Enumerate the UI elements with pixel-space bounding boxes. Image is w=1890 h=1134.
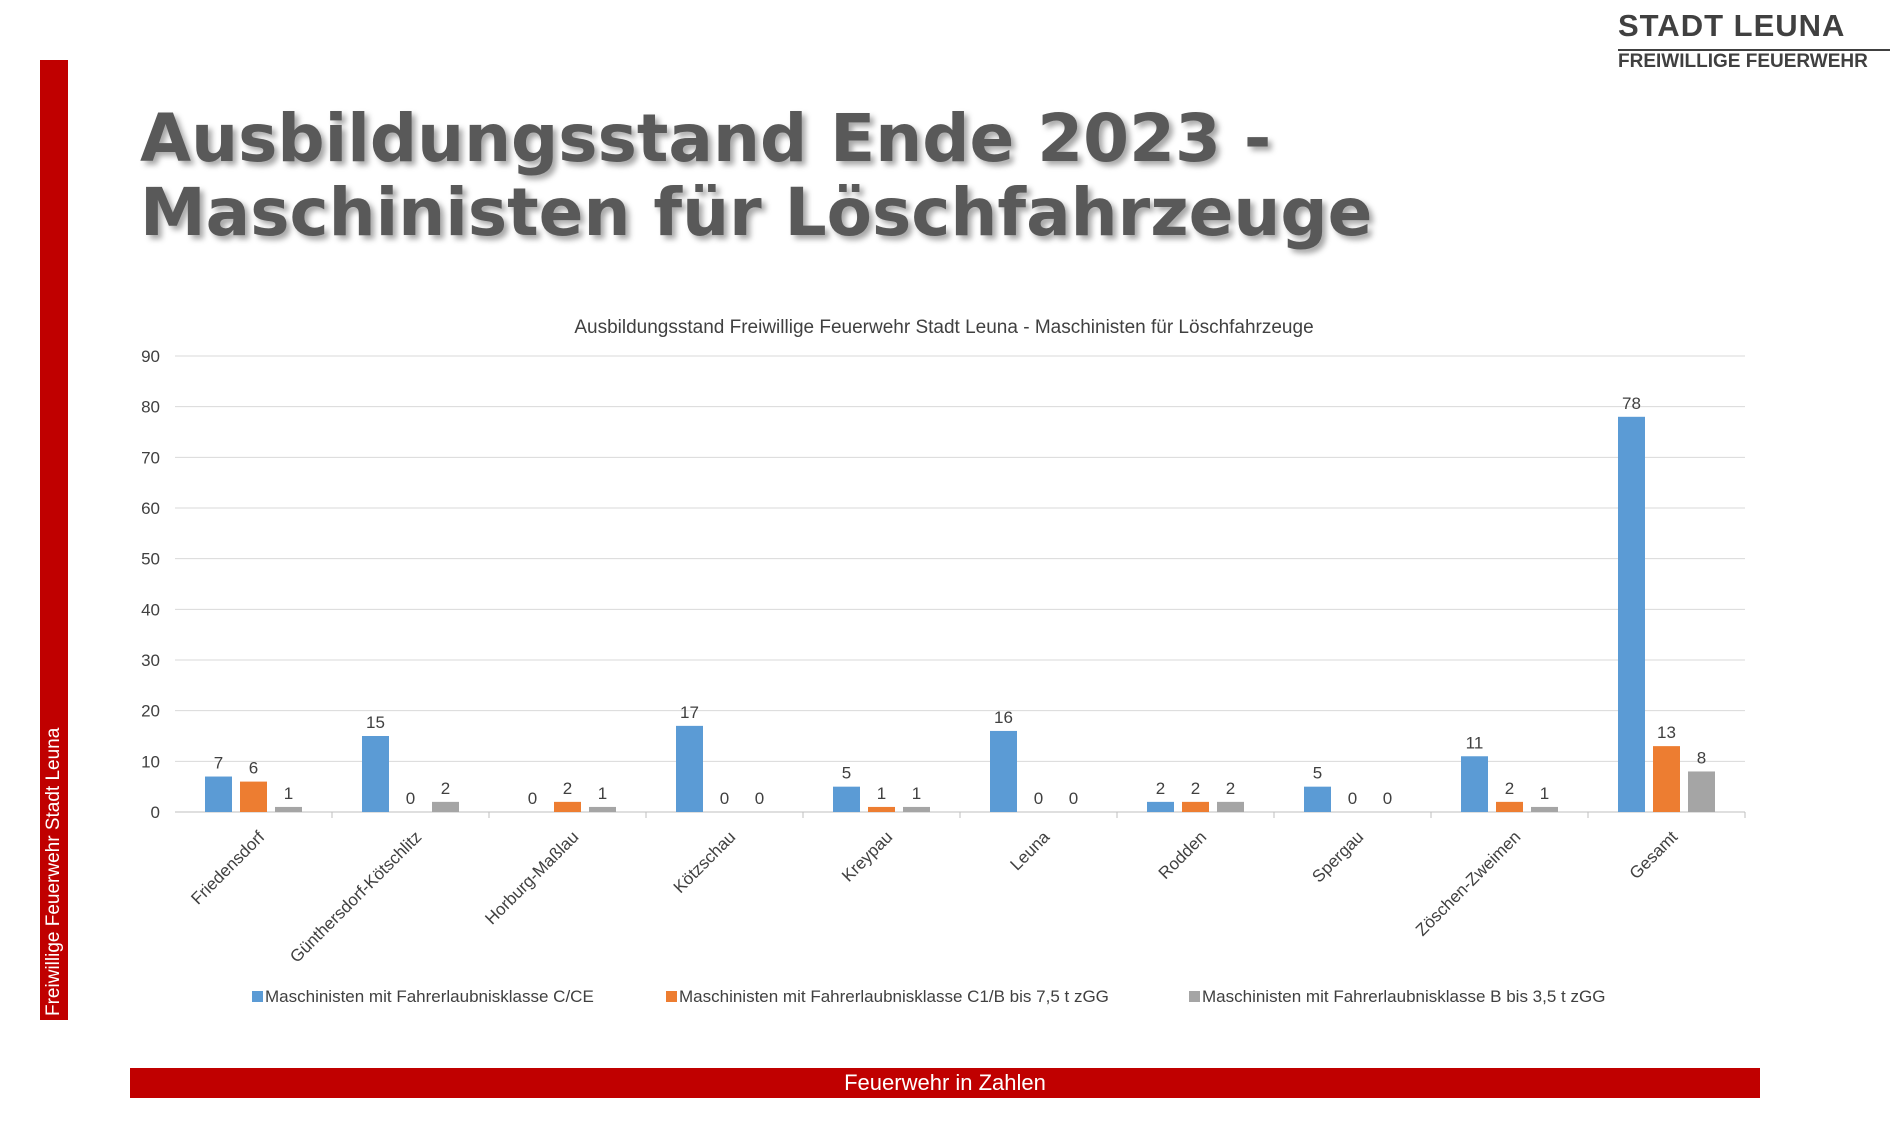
legend-swatch: [252, 991, 263, 1002]
legend-label: Maschinisten mit Fahrerlaubnisklasse C/C…: [265, 987, 594, 1006]
bar: [1688, 771, 1715, 812]
legend-label: Maschinisten mit Fahrerlaubnisklasse B b…: [1202, 987, 1605, 1006]
data-label: 1: [1540, 784, 1549, 803]
x-tick-label: Kötzschau: [670, 827, 740, 897]
y-tick-label: 10: [141, 752, 160, 771]
bar: [1531, 806, 1558, 812]
x-tick-label: Günthersdorf-Kötschlitz: [286, 827, 425, 966]
bar: [589, 806, 616, 812]
x-tick-label: Rodden: [1155, 827, 1211, 883]
bar: [1182, 801, 1209, 812]
y-tick-label: 40: [141, 600, 160, 619]
data-label: 1: [912, 784, 921, 803]
data-label: 78: [1622, 394, 1641, 413]
brand-divider: [1618, 49, 1890, 51]
bar: [1304, 786, 1331, 812]
bar: [1461, 756, 1488, 812]
legend-swatch: [666, 991, 677, 1002]
bar-chart: Ausbildungsstand Freiwillige Feuerwehr S…: [141, 317, 1746, 1006]
data-label: 2: [441, 779, 450, 798]
bar: [275, 806, 302, 812]
bar: [1147, 801, 1174, 812]
data-label: 11: [1466, 733, 1484, 752]
data-label: 2: [563, 779, 572, 798]
data-label: 0: [528, 789, 537, 808]
data-label: 2: [1156, 779, 1165, 798]
data-label: 0: [406, 789, 415, 808]
data-label: 16: [994, 708, 1013, 727]
page-title-line-2: Maschinisten für Löschfahrzeuge: [140, 174, 1373, 251]
bar: [676, 725, 703, 812]
bar: [362, 736, 389, 812]
x-tick-label: Horburg-Maßlau: [481, 827, 582, 928]
legend-swatch: [1189, 991, 1200, 1002]
data-label: 17: [680, 703, 699, 722]
data-label: 1: [598, 784, 607, 803]
legend: Maschinisten mit Fahrerlaubnisklasse C/C…: [252, 987, 1605, 1006]
x-tick-label: Kreypau: [838, 827, 896, 885]
y-tick-label: 0: [151, 803, 160, 822]
x-axis-ticks: Friedensdorf Günthersdorf-Kötschlitz Horbu…: [187, 812, 1746, 966]
bar: [868, 806, 895, 812]
brand-subtitle: FREIWILLIGE FEUERWEHR: [1618, 51, 1868, 72]
y-tick-label: 20: [141, 702, 160, 721]
x-tick-label: Zöschen-Zweimen: [1412, 827, 1524, 939]
data-label: 2: [1191, 779, 1200, 798]
data-label: 2: [1505, 779, 1514, 798]
data-label: 5: [842, 764, 851, 783]
data-label: 0: [720, 789, 729, 808]
bar: [1217, 801, 1244, 812]
y-tick-label: 60: [141, 499, 160, 518]
page-title-line-1: Ausbildungsstand Ende 2023 -: [140, 100, 1272, 177]
bar: [1496, 801, 1523, 812]
bar: [1618, 416, 1645, 812]
brand-title: STADT LEUNA: [1618, 8, 1846, 43]
data-label: 0: [1034, 789, 1043, 808]
data-label: 0: [1348, 789, 1357, 808]
data-label: 0: [1383, 789, 1392, 808]
y-tick-label: 50: [141, 550, 160, 569]
x-tick-label: Spergau: [1308, 827, 1367, 886]
data-label: 7: [214, 754, 223, 773]
y-tick-label: 90: [141, 347, 160, 366]
x-tick-label: Leuna: [1006, 827, 1053, 874]
data-label: 15: [366, 713, 385, 732]
y-axis-ticks: 0 10 20 30 40 50 60 70 80 90: [141, 347, 160, 822]
grid-lines: [175, 355, 1745, 813]
bar: [432, 801, 459, 812]
bar: [205, 776, 232, 812]
y-tick-label: 70: [141, 448, 160, 467]
bars: [205, 416, 1715, 812]
y-tick-label: 30: [141, 651, 160, 670]
footer-banner: Feuerwehr in Zahlen: [130, 1068, 1760, 1098]
bar: [554, 801, 581, 812]
chart-title: Ausbildungsstand Freiwillige Feuerwehr S…: [574, 317, 1313, 338]
data-label: 5: [1313, 764, 1322, 783]
data-label: 0: [1069, 789, 1078, 808]
bar: [990, 730, 1017, 812]
x-tick-label: Friedensdorf: [187, 827, 268, 908]
bar: [1653, 746, 1680, 812]
data-label: 2: [1226, 779, 1235, 798]
side-banner: [40, 60, 68, 1020]
data-label: 1: [877, 784, 886, 803]
x-tick-label: Gesamt: [1626, 827, 1682, 883]
legend-label: Maschinisten mit Fahrerlaubnisklasse C1/…: [679, 987, 1109, 1006]
data-label: 13: [1657, 723, 1676, 742]
data-label: 8: [1697, 748, 1706, 767]
bar: [240, 781, 267, 812]
y-tick-label: 80: [141, 398, 160, 417]
data-label: 1: [284, 784, 293, 803]
data-label: 6: [249, 759, 258, 778]
bar: [903, 806, 930, 812]
page-title: Ausbildungsstand Ende 2023 - Maschiniste…: [140, 102, 1372, 250]
data-label: 0: [755, 789, 764, 808]
bar: [833, 786, 860, 812]
